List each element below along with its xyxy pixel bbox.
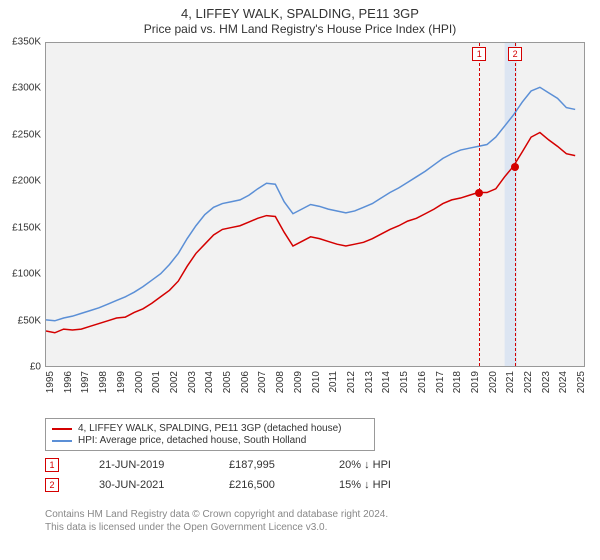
x-tick-label: 2014 [381, 371, 392, 393]
x-axis: 1995 1996 1997 1998 1999 2000 2001 2002 2003 2004… [45, 367, 585, 417]
series-line [46, 87, 575, 320]
legend-row: 4, LIFFEY WALK, SPALDING, PE11 3GP (deta… [52, 423, 368, 434]
y-axis: £0£50K£100K£150K£200K£250K£300K£350K [0, 42, 45, 367]
marker-badge: 1 [472, 47, 486, 61]
y-tick-label: £150K [12, 222, 41, 233]
marker-date: 21-JUN-2019 [99, 459, 189, 471]
x-tick-label: 2020 [488, 371, 499, 393]
x-tick-label: 1999 [116, 371, 127, 393]
marker-pct: 15% ↓ HPI [339, 479, 429, 491]
x-tick-label: 2015 [399, 371, 410, 393]
footer-line: This data is licensed under the Open Gov… [45, 521, 388, 534]
x-tick-label: 2004 [204, 371, 215, 393]
x-tick-label: 2001 [151, 371, 162, 393]
x-tick-label: 2011 [328, 371, 339, 393]
chart-subtitle: Price paid vs. HM Land Registry's House … [0, 22, 600, 36]
plot-area: 12 [45, 42, 585, 367]
legend-swatch [52, 440, 72, 442]
legend-label: HPI: Average price, detached house, Sout… [78, 435, 306, 446]
x-tick-label: 1996 [63, 371, 74, 393]
legend-label: 4, LIFFEY WALK, SPALDING, PE11 3GP (deta… [78, 423, 341, 434]
x-tick-label: 2017 [435, 371, 446, 393]
markers-table: 1 21-JUN-2019 £187,995 20% ↓ HPI 2 30-JUN-202… [45, 458, 429, 498]
legend-swatch [52, 428, 72, 430]
y-tick-label: £250K [12, 129, 41, 140]
marker-badge: 1 [45, 458, 59, 472]
footer-line: Contains HM Land Registry data © Crown c… [45, 508, 388, 521]
x-tick-label: 1997 [80, 371, 91, 393]
x-tick-label: 1998 [98, 371, 109, 393]
marker-vline [515, 43, 516, 366]
x-tick-label: 2018 [452, 371, 463, 393]
footer: Contains HM Land Registry data © Crown c… [45, 508, 388, 534]
series-line [46, 133, 575, 333]
y-tick-label: £200K [12, 176, 41, 187]
x-tick-label: 2009 [293, 371, 304, 393]
x-tick-label: 2019 [470, 371, 481, 393]
x-tick-label: 2023 [541, 371, 552, 393]
marker-price: £187,995 [229, 459, 299, 471]
x-tick-label: 2006 [240, 371, 251, 393]
x-tick-label: 2022 [523, 371, 534, 393]
marker-pct: 20% ↓ HPI [339, 459, 429, 471]
chart-container: 4, LIFFEY WALK, SPALDING, PE11 3GP Price… [0, 0, 600, 560]
x-tick-label: 2008 [275, 371, 286, 393]
x-tick-label: 2013 [364, 371, 375, 393]
x-tick-label: 2025 [576, 371, 587, 393]
x-tick-label: 2005 [222, 371, 233, 393]
marker-price: £216,500 [229, 479, 299, 491]
marker-point [475, 189, 483, 197]
marker-table-row: 2 30-JUN-2021 £216,500 15% ↓ HPI [45, 478, 429, 492]
marker-badge: 2 [508, 47, 522, 61]
y-tick-label: £50K [18, 315, 41, 326]
titles: 4, LIFFEY WALK, SPALDING, PE11 3GP Price… [0, 0, 600, 36]
y-tick-label: £100K [12, 269, 41, 280]
x-tick-label: 2000 [134, 371, 145, 393]
y-tick-label: £300K [12, 83, 41, 94]
x-tick-label: 2003 [187, 371, 198, 393]
legend: 4, LIFFEY WALK, SPALDING, PE11 3GP (deta… [45, 418, 375, 451]
marker-badge: 2 [45, 478, 59, 492]
x-tick-label: 2016 [417, 371, 428, 393]
chart-title: 4, LIFFEY WALK, SPALDING, PE11 3GP [0, 6, 600, 21]
x-tick-label: 2002 [169, 371, 180, 393]
marker-point [511, 163, 519, 171]
x-tick-label: 1995 [45, 371, 56, 393]
x-tick-label: 2021 [505, 371, 516, 393]
x-tick-label: 2012 [346, 371, 357, 393]
x-tick-label: 2010 [311, 371, 322, 393]
y-tick-label: £0 [30, 362, 41, 373]
y-tick-label: £350K [12, 37, 41, 48]
marker-table-row: 1 21-JUN-2019 £187,995 20% ↓ HPI [45, 458, 429, 472]
marker-vline [479, 43, 480, 366]
x-tick-label: 2024 [558, 371, 569, 393]
marker-date: 30-JUN-2021 [99, 479, 189, 491]
chart-svg [46, 43, 584, 366]
legend-row: HPI: Average price, detached house, Sout… [52, 435, 368, 446]
x-tick-label: 2007 [257, 371, 268, 393]
